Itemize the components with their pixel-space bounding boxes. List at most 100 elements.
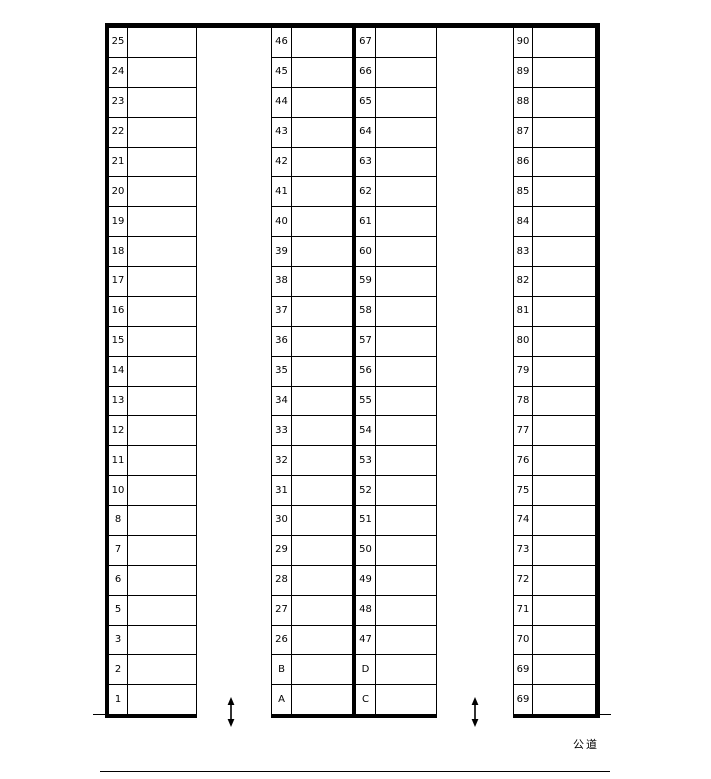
space-number-label: 8: [109, 506, 128, 535]
space-number-label: 75: [514, 476, 533, 505]
parking-space-row: 10: [109, 476, 196, 506]
parking-space-cell: [292, 536, 352, 565]
space-number-label: 46: [272, 28, 292, 57]
parking-space-cell: [376, 297, 436, 326]
parking-space-cell: [533, 207, 595, 236]
parking-space-cell: [292, 297, 352, 326]
space-number-label: 81: [514, 296, 533, 326]
parking-space-cell: [128, 297, 196, 326]
parking-space-row: 58: [356, 296, 436, 327]
parking-space-row: 21: [109, 147, 196, 178]
space-number-label: 24: [109, 57, 128, 87]
parking-space-cell: [533, 476, 595, 505]
parking-space-row: 74: [514, 506, 595, 536]
parking-space-cell: [292, 655, 352, 684]
space-number-label: 83: [514, 237, 533, 266]
space-number-label: 41: [272, 177, 292, 207]
space-number-label: 50: [356, 535, 376, 565]
parking-space-row: 44: [272, 87, 352, 118]
parking-space-row: 39: [272, 237, 352, 267]
parking-space-row: 89: [514, 57, 595, 88]
space-number-label: A: [272, 685, 292, 715]
space-number-label: 70: [514, 625, 533, 655]
parking-space-row: 70: [514, 625, 595, 656]
parking-space-cell: [292, 327, 352, 356]
parking-space-cell: [376, 387, 436, 416]
space-number-label: B: [272, 655, 292, 685]
parking-space-cell: [376, 476, 436, 505]
space-number-label: 30: [272, 506, 292, 535]
parking-space-row: 23: [109, 87, 196, 118]
parking-space-cell: [376, 148, 436, 177]
entrance-arrow-icon: [227, 697, 235, 727]
entrance-arrow-icon: [471, 697, 479, 727]
parking-space-row: 26: [272, 625, 352, 656]
parking-space-cell: [128, 476, 196, 505]
parking-space-cell: [292, 566, 352, 595]
parking-space-row: 87: [514, 117, 595, 148]
parking-space-row: 51: [356, 506, 436, 536]
lot-top-boundary-line: [105, 23, 600, 28]
parking-space-cell: [376, 626, 436, 655]
space-number-label: 12: [109, 416, 128, 446]
parking-space-cell: [128, 566, 196, 595]
parking-space-cell: [533, 596, 595, 625]
parking-space-row: 12: [109, 416, 196, 447]
parking-space-row: 18: [109, 237, 196, 267]
parking-space-cell: [292, 357, 352, 386]
space-number-label: 72: [514, 565, 533, 595]
parking-space-cell: [376, 566, 436, 595]
parking-space-row: 67: [356, 28, 436, 58]
space-number-label: 66: [356, 57, 376, 87]
parking-space-cell: [376, 446, 436, 475]
parking-space-cell: [292, 58, 352, 87]
parking-space-cell: [292, 207, 352, 236]
public-road-label: 公道: [573, 738, 599, 751]
parking-space-cell: [292, 446, 352, 475]
parking-space-row: 90: [514, 28, 595, 58]
parking-space-row: 1: [109, 685, 196, 715]
parking-space-row: 71: [514, 595, 595, 626]
parking-space-row: 33: [272, 416, 352, 447]
parking-space-cell: [376, 416, 436, 445]
parking-space-cell: [128, 626, 196, 655]
public-road-line: [100, 771, 610, 772]
parking-space-row: 54: [356, 416, 436, 447]
parking-space-cell: [292, 387, 352, 416]
parking-space-cell: [533, 685, 595, 714]
parking-space-row: 80: [514, 326, 595, 357]
space-number-label: 31: [272, 476, 292, 505]
parking-space-cell: [533, 536, 595, 565]
parking-space-cell: [128, 267, 196, 296]
space-number-label: 28: [272, 565, 292, 595]
space-number-label: 21: [109, 147, 128, 177]
parking-space-row: 86: [514, 147, 595, 178]
parking-space-row: 76: [514, 446, 595, 477]
space-number-label: 84: [514, 207, 533, 237]
parking-space-cell: [128, 685, 196, 714]
parking-space-cell: [292, 148, 352, 177]
parking-space-row: 19: [109, 207, 196, 238]
parking-space-row: 31: [272, 476, 352, 506]
space-number-label: C: [356, 685, 376, 715]
space-number-label: 69: [514, 655, 533, 685]
space-number-label: 40: [272, 207, 292, 237]
parking-space-cell: [128, 655, 196, 684]
parking-space-row: 60: [356, 237, 436, 267]
parking-space-row: 83: [514, 237, 595, 267]
parking-space-row: 69: [514, 685, 595, 715]
parking-space-row: 48: [356, 595, 436, 626]
parking-space-cell: [376, 237, 436, 266]
parking-space-cell: [376, 596, 436, 625]
parking-space-cell: [292, 506, 352, 535]
parking-space-row: 82: [514, 267, 595, 297]
parking-space-row: 22: [109, 117, 196, 148]
parking-space-cell: [128, 446, 196, 475]
parking-space-row: 85: [514, 177, 595, 208]
space-number-label: 10: [109, 476, 128, 505]
space-number-label: 52: [356, 476, 376, 505]
space-number-label: 55: [356, 386, 376, 416]
space-number-label: 14: [109, 356, 128, 386]
parking-space-cell: [128, 387, 196, 416]
